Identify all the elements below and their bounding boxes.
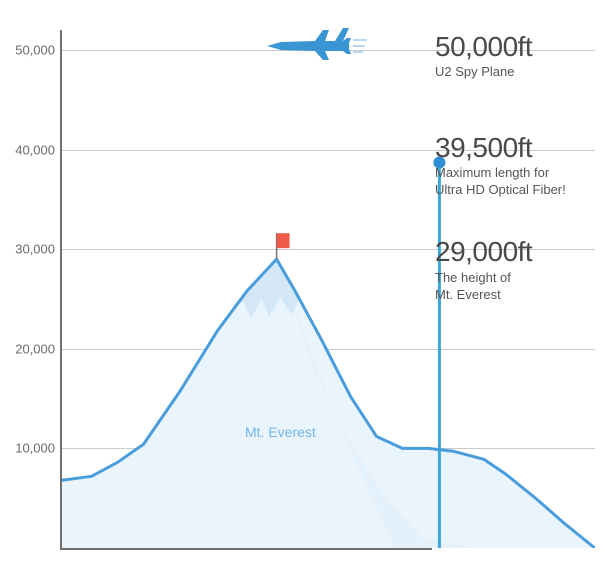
altitude-infographic: 10,000 20,000 30,000 40,000 50,000 Mt. E…	[0, 0, 605, 577]
annotation-headline: 50,000ft	[435, 32, 600, 61]
annotation-fiber: 39,500ft Maximum length for Ultra HD Opt…	[435, 133, 600, 199]
annotation-sub: U2 Spy Plane	[435, 63, 600, 81]
annotation-u2: 50,000ft U2 Spy Plane	[435, 32, 600, 81]
plane-icon	[265, 26, 375, 60]
ytick-label: 20,000	[5, 341, 55, 356]
ytick-label: 10,000	[5, 441, 55, 456]
ytick-label: 40,000	[5, 142, 55, 157]
annotation-everest: 29,000ft The height of Mt. Everest	[435, 237, 600, 303]
ytick-label: 30,000	[5, 242, 55, 257]
mountain-label: Mt. Everest	[245, 424, 316, 440]
annotation-sub: Maximum length for Ultra HD Optical Fibe…	[435, 164, 600, 199]
annotation-headline: 29,000ft	[435, 237, 600, 266]
annotation-headline: 39,500ft	[435, 133, 600, 162]
ytick-label: 50,000	[5, 42, 55, 57]
annotation-sub: The height of Mt. Everest	[435, 269, 600, 304]
plot-axes	[60, 30, 432, 550]
